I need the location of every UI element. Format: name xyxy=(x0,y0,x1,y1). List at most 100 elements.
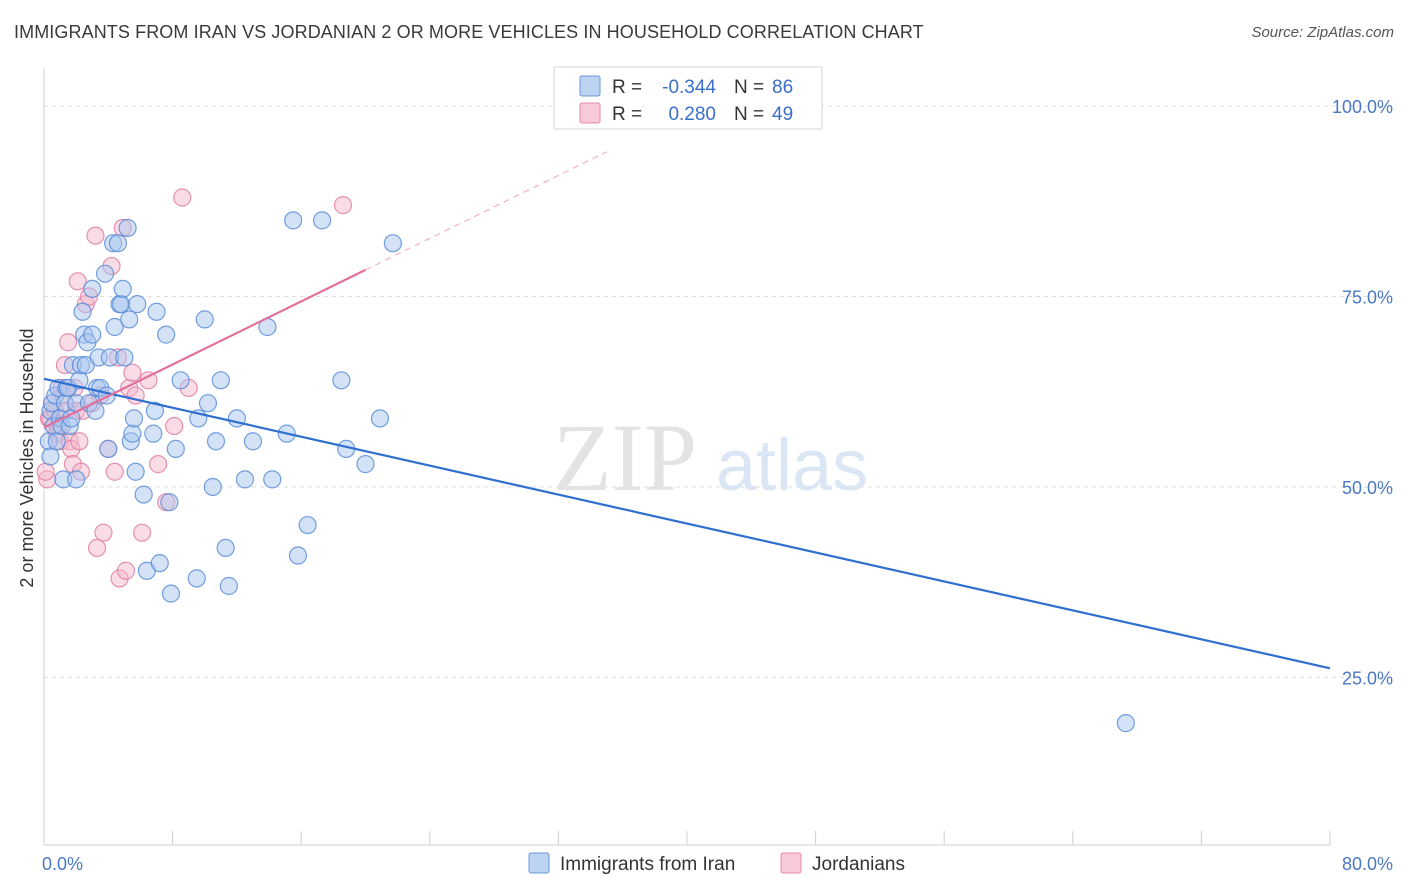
iran-point-80 xyxy=(332,371,351,390)
iran-point-38 xyxy=(108,234,128,253)
jordanian-point-40 xyxy=(132,523,152,542)
iran-point-64 xyxy=(198,394,218,413)
iran-point-47 xyxy=(124,409,144,428)
iran-point-56 xyxy=(157,325,176,344)
iran-trend-line xyxy=(43,377,1331,670)
iran-point-83 xyxy=(370,409,390,428)
jordanian-point-19 xyxy=(68,272,87,291)
stats-legend: R = -0.344 N = 86 R = 0.280 N = 49 xyxy=(553,66,823,130)
series-legend-label-iran: Immigrants from Iran xyxy=(560,854,735,875)
iran-point-55 xyxy=(150,554,169,573)
series-legend-label-jordanians: Jordanians xyxy=(812,854,905,875)
grid-lines xyxy=(44,105,1392,678)
y-tick-label-1: 50.0% xyxy=(1342,478,1393,498)
iran-point-42 xyxy=(115,348,134,367)
iran-point-43 xyxy=(118,218,137,238)
watermark-atlas: atlas xyxy=(716,426,868,506)
trend-lines xyxy=(43,151,1331,670)
legend-r-label-jordanians: R = xyxy=(612,104,642,125)
legend-swatch-iran xyxy=(579,75,601,97)
legend-n-value-iran: 86 xyxy=(772,77,793,98)
jordanian-trend-line xyxy=(43,268,366,429)
series-legend-swatch-jordanians xyxy=(780,852,802,874)
iran-point-50 xyxy=(134,485,153,504)
jordanian-point-42 xyxy=(149,455,168,474)
iran-point-27 xyxy=(83,279,102,299)
iran-point-34 xyxy=(99,439,118,458)
iran-point-6 xyxy=(47,432,66,451)
y-tick-label-3: 100.0% xyxy=(1332,97,1393,117)
iran-point-26 xyxy=(83,325,102,344)
jordanian-point-48 xyxy=(36,462,55,481)
iran-point-41 xyxy=(113,279,132,299)
iran-point-58 xyxy=(161,584,181,603)
iran-point-82 xyxy=(356,455,375,474)
iran-point-77 xyxy=(288,546,308,565)
iran-point-76 xyxy=(284,211,303,230)
jordanian-trend-extension xyxy=(365,151,607,271)
iran-point-49 xyxy=(128,295,147,314)
iran-point-46 xyxy=(123,424,142,443)
jordanian-point-36 xyxy=(116,561,136,580)
iran-point-74 xyxy=(263,470,282,489)
iran-point-21 xyxy=(73,302,92,321)
jordanian-point-44 xyxy=(165,416,184,436)
series-legend-swatch-iran xyxy=(528,852,550,874)
chart-title: IMMIGRANTS FROM IRAN VS JORDANIAN 2 OR M… xyxy=(14,22,924,42)
iran-point-57 xyxy=(160,493,179,512)
iran-point-40 xyxy=(112,295,131,314)
legend-r-label-iran: R = xyxy=(612,77,642,98)
iran-point-48 xyxy=(126,462,145,481)
series-legend: Immigrants from Iran Jordanians xyxy=(528,852,905,875)
iran-point-44 xyxy=(120,310,139,329)
iran-point-71 xyxy=(235,470,255,489)
iran-point-72 xyxy=(243,432,263,451)
jordanian-point-27 xyxy=(87,538,107,558)
iran-point-67 xyxy=(211,371,230,390)
x-tick-max: 80.0% xyxy=(1342,854,1393,874)
watermark-zip: ZIP xyxy=(553,404,697,511)
iran-point-84 xyxy=(383,234,402,253)
legend-swatch-jordanians xyxy=(579,102,601,124)
y-axis-title: 2 or more Vehicles in Household xyxy=(17,328,37,587)
jordanian-point-13 xyxy=(59,333,78,352)
iran-point-32 xyxy=(95,264,115,283)
iran-point-66 xyxy=(206,432,226,451)
jordanian-point-29 xyxy=(94,523,113,542)
iran-point-65 xyxy=(203,477,222,497)
watermark: ZIP atlas xyxy=(553,404,868,511)
iran-point-37 xyxy=(105,317,124,337)
iran-point-1 xyxy=(41,447,60,466)
x-tick-labels: 0.0% 80.0% xyxy=(42,854,1393,874)
chart-source: Source: ZipAtlas.com xyxy=(1251,24,1394,41)
jordanian-point-38 xyxy=(123,363,142,382)
iran-point-85 xyxy=(1116,714,1135,733)
iran-point-68 xyxy=(216,538,235,558)
iran-points xyxy=(39,211,1135,733)
iran-point-59 xyxy=(166,439,185,458)
iran-point-61 xyxy=(187,569,206,588)
iran-point-18 xyxy=(67,470,86,489)
iran-point-33 xyxy=(97,386,116,405)
y-tick-labels: 25.0% 50.0% 75.0% 100.0% xyxy=(1332,97,1393,688)
legend-r-value-jordanians: 0.280 xyxy=(668,104,716,125)
iran-point-15 xyxy=(62,409,81,428)
iran-point-79 xyxy=(312,211,332,230)
legend-n-label-jordanians: N = xyxy=(734,104,764,125)
iran-point-69 xyxy=(219,576,238,596)
jordanian-point-32 xyxy=(105,462,124,481)
jordanian-point-26 xyxy=(86,226,105,245)
iran-point-78 xyxy=(298,515,317,535)
iran-point-53 xyxy=(145,401,165,420)
legend-n-label-iran: N = xyxy=(734,77,764,98)
jordanian-point-20 xyxy=(70,432,89,451)
jordanian-point-47 xyxy=(333,196,353,215)
y-tick-label-0: 25.0% xyxy=(1342,668,1393,688)
iran-point-54 xyxy=(147,302,166,321)
jordanian-point-45 xyxy=(173,188,192,207)
legend-n-value-jordanians: 49 xyxy=(772,104,793,125)
iran-point-60 xyxy=(171,371,190,390)
iran-point-63 xyxy=(195,310,214,329)
y-tick-label-2: 75.0% xyxy=(1342,288,1393,308)
